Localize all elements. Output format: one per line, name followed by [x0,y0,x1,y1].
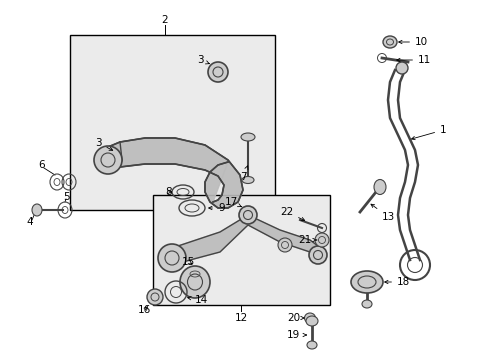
Ellipse shape [32,204,42,216]
Ellipse shape [239,206,257,224]
Ellipse shape [241,133,254,141]
Text: 2: 2 [162,15,168,25]
Text: 22: 22 [280,207,304,221]
Text: 20: 20 [286,313,304,323]
Ellipse shape [373,180,385,194]
Text: 5: 5 [63,192,70,202]
Polygon shape [172,215,317,265]
Ellipse shape [305,316,317,326]
Text: 17: 17 [224,197,241,207]
Text: 13: 13 [370,204,394,222]
Text: 9: 9 [208,203,224,213]
Ellipse shape [147,289,163,305]
Text: 6: 6 [39,160,45,170]
Text: 12: 12 [234,313,247,323]
Ellipse shape [158,244,185,272]
Text: 4: 4 [27,217,33,227]
Ellipse shape [361,300,371,308]
Ellipse shape [382,36,396,48]
Ellipse shape [180,266,209,298]
Ellipse shape [308,246,326,264]
Text: 1: 1 [411,125,446,140]
Bar [153,195,329,305]
Text: 18: 18 [384,277,409,287]
Text: 7: 7 [240,166,247,182]
Text: 11: 11 [396,55,430,65]
Ellipse shape [94,146,122,174]
Text: 21: 21 [297,235,316,245]
Text: 3: 3 [197,55,209,65]
Ellipse shape [350,271,382,293]
Polygon shape [108,138,243,208]
Text: 19: 19 [286,330,305,340]
Ellipse shape [207,62,227,82]
Text: 8: 8 [164,187,171,197]
Ellipse shape [278,238,291,252]
Ellipse shape [304,313,315,323]
Text: 14: 14 [187,295,208,305]
Bar [70,35,274,210]
Text: 3: 3 [95,138,112,150]
Text: 15: 15 [182,257,195,267]
Text: 16: 16 [138,305,151,315]
Text: 10: 10 [398,37,427,47]
Ellipse shape [314,233,328,247]
Ellipse shape [242,176,253,184]
Ellipse shape [306,341,316,349]
Ellipse shape [395,62,407,74]
